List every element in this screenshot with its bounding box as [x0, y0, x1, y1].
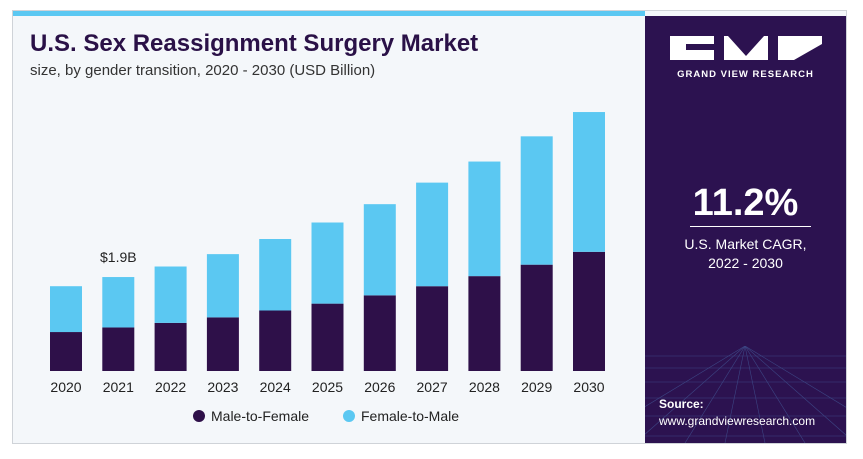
x-tick-label: 2028	[469, 379, 500, 395]
x-tick-label: 2025	[312, 379, 343, 395]
grand-view-research-logo-icon	[670, 36, 822, 60]
bar-female-to-male-2024	[259, 239, 292, 311]
bar-male-to-female-2028	[468, 276, 501, 371]
side-panel: GRAND VIEW RESEARCH 11.2% U.S. Market CA…	[645, 16, 846, 443]
legend-marker-female-to-male	[343, 410, 355, 422]
x-tick-label: 2026	[364, 379, 395, 395]
bar-female-to-male-2025	[311, 222, 344, 304]
bar-male-to-female-2027	[416, 286, 449, 371]
legend-label: Male-to-Female	[211, 408, 309, 424]
bar-female-to-male-2023	[206, 254, 239, 318]
cagr-label-line-2: 2022 - 2030	[708, 255, 783, 271]
bar-female-to-male-2027	[416, 182, 449, 287]
x-tick-label: 2022	[155, 379, 186, 395]
cagr-divider	[690, 226, 811, 227]
accent-bar	[13, 11, 645, 16]
cagr-label-line-1: U.S. Market CAGR,	[684, 236, 807, 252]
x-tick-label: 2027	[417, 379, 448, 395]
bar-female-to-male-2030	[573, 112, 605, 252]
x-tick-label: 2021	[103, 379, 134, 395]
bar-female-to-male-2029	[520, 136, 553, 265]
cagr-label: U.S. Market CAGR, 2022 - 2030	[645, 235, 846, 273]
bar-female-to-male-2020	[50, 286, 82, 333]
bar-female-to-male-2028	[468, 161, 501, 277]
bar-chart: 2020 2021 2022 2023 2024 2025 2026 2027 2028 2029…	[50, 112, 605, 424]
bar-male-to-female-2022	[154, 322, 187, 371]
cagr-value: 11.2%	[692, 182, 799, 224]
chart-title: U.S. Sex Reassignment Surgery Market	[30, 30, 479, 57]
x-tick-label: 2024	[260, 379, 291, 395]
bar-female-to-male-2021	[102, 277, 135, 328]
bar-male-to-female-2029	[520, 264, 553, 371]
legend-marker-male-to-female	[193, 410, 205, 422]
x-tick-label: 2030	[573, 379, 604, 395]
bar-male-to-female-2020	[50, 332, 82, 371]
data-label: $1.9B	[100, 249, 137, 265]
x-tick-label: 2023	[207, 379, 238, 395]
bar-male-to-female-2026	[363, 295, 396, 371]
bar-male-to-female-2025	[311, 303, 344, 371]
bar-female-to-male-2026	[363, 204, 396, 296]
x-tick-label: 2029	[521, 379, 552, 395]
legend-label: Female-to-Male	[361, 408, 459, 424]
bar-male-to-female-2023	[206, 317, 239, 371]
bar-female-to-male-2022	[154, 266, 187, 323]
source-label: Source:	[659, 397, 704, 411]
bar-male-to-female-2021	[102, 327, 135, 371]
bar-male-to-female-2024	[259, 310, 292, 371]
grid-floor-graphic	[645, 346, 846, 443]
x-tick-label: 2020	[50, 379, 81, 395]
bar-male-to-female-2030	[573, 251, 605, 371]
source-url: www.grandviewresearch.com	[659, 414, 816, 428]
chart-subtitle: size, by gender transition, 2020 - 2030 …	[30, 62, 376, 79]
brand-name: GRAND VIEW RESEARCH	[677, 69, 814, 80]
